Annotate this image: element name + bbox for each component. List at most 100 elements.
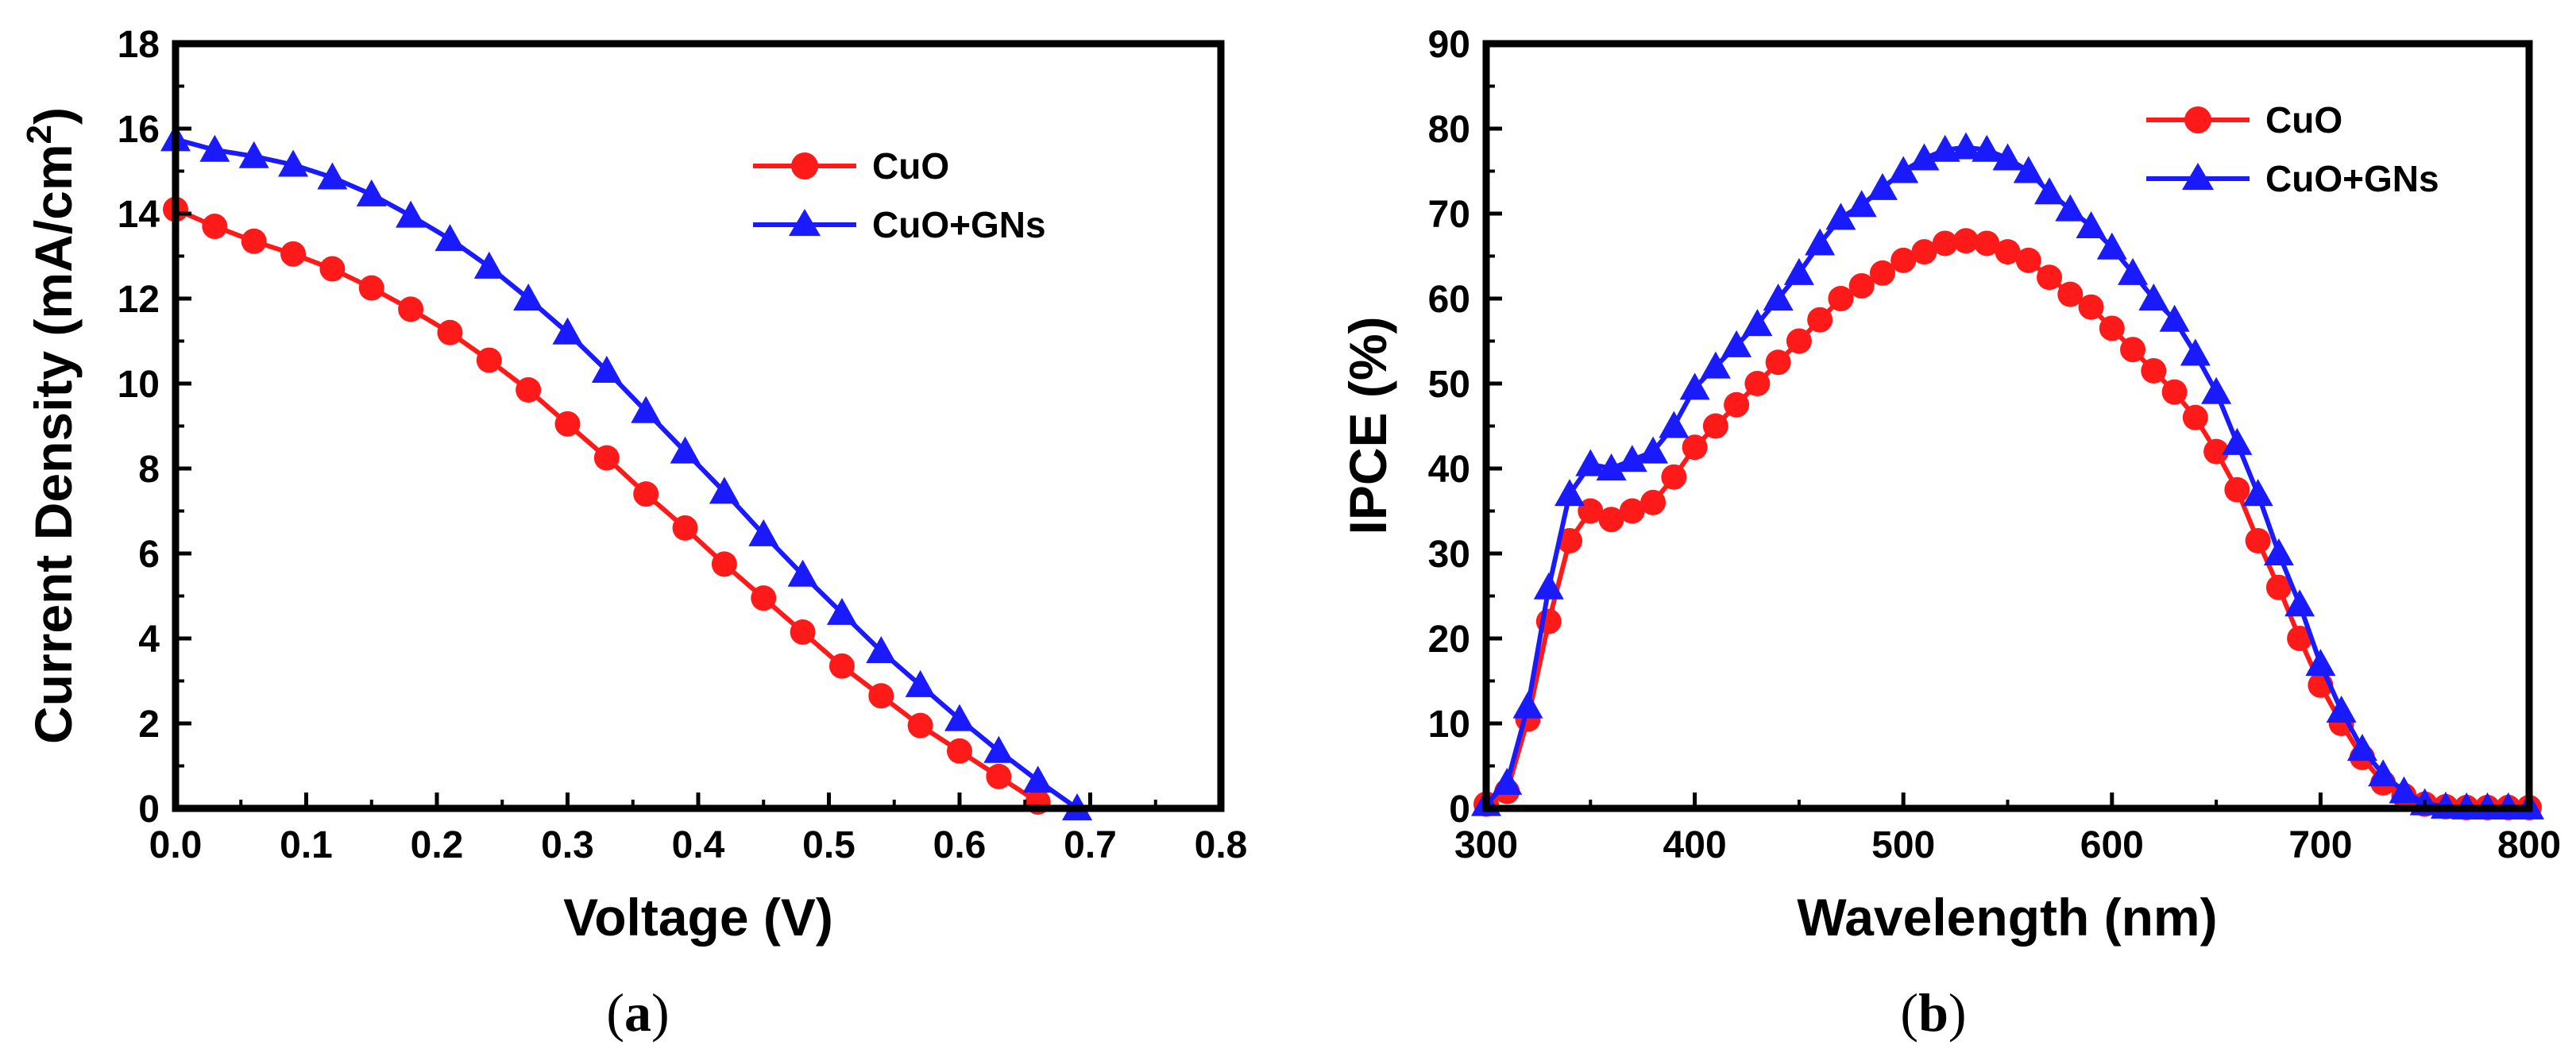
panel-b-cuo-point	[1890, 247, 1917, 273]
panel-b-cuo-point	[2099, 315, 2125, 341]
panel-b-cuo-gns-point	[1805, 228, 1836, 256]
panel-b-y-tick-label: 20	[1428, 619, 1470, 661]
panel-a-legend-cuo-label: CuO	[872, 145, 949, 187]
panel-b-y-tick-label: 60	[1428, 279, 1470, 321]
panel-a-cuo-point	[241, 228, 267, 254]
panel-b-cuo-point	[1995, 239, 2021, 265]
panel-a-x-tick-label: 0.0	[149, 824, 203, 866]
panel-b-cuo-point	[2182, 404, 2208, 430]
panel-b-cuo-point	[1619, 498, 1645, 524]
panel-b-cuo-gns-point	[2326, 695, 2357, 723]
panel-b-y-tick-label: 30	[1428, 534, 1470, 576]
panel-b-y-tick-label: 0	[1449, 789, 1470, 831]
panel-a-y-tick-label: 0	[138, 789, 160, 831]
panel-a-y-tick-label: 8	[138, 449, 160, 491]
panel-a-cuo-point	[947, 738, 972, 764]
panel-a-cuo-point	[907, 712, 933, 739]
panel-a-cuo-gns-point	[396, 200, 427, 228]
panel-b-y-axis-label: IPCE (%)	[1338, 316, 1397, 534]
panel-b-series-cuo-gns	[1471, 132, 2544, 820]
panel-a-cuo-gns-point	[513, 283, 544, 310]
panel-b-legend: CuO CuO+GNs	[2146, 99, 2439, 199]
panel-b-cuo-point	[1724, 391, 1750, 418]
panel-b-cuo-gns-point	[2138, 283, 2169, 310]
panel-b-cuo-point	[1557, 527, 1583, 553]
panel-a-cuo-point	[711, 551, 737, 577]
panel-a-y-tick-label: 14	[118, 194, 160, 236]
panel-b-cuo-gns-point	[2242, 479, 2273, 507]
panel-b-cuo-gns-point	[2201, 376, 2232, 404]
panel-b-cuo-gns-point	[1512, 691, 1543, 719]
panel-b-cuo-gns-point	[1721, 330, 1752, 357]
panel-b-cuo-point	[1578, 498, 1604, 524]
panel-a-cuo-point	[202, 214, 228, 240]
panel-b-cuo-point	[2120, 337, 2146, 363]
panel-a-cuo-point	[554, 411, 581, 437]
panel-b-y-tick-label: 80	[1428, 109, 1470, 151]
panel-b-cuo-point	[2287, 626, 2313, 651]
panel-a-series-cuo	[163, 196, 1051, 815]
panel-b-legend-cuo-gns-label: CuO+GNs	[2265, 158, 2439, 199]
panel-a-x-tick-label: 0.4	[672, 824, 725, 866]
panel-a-cuo-point	[280, 241, 307, 267]
panel-b-x-tick-label: 300	[1454, 824, 1518, 866]
panel-b-cuo-gns-point	[2180, 338, 2211, 366]
panel-b-cuo-gns-point	[1492, 767, 1523, 795]
panel-a-series-cuo-gns	[160, 124, 1093, 820]
panel-b-cuo-gns-point	[1679, 372, 1710, 400]
panel-b-cuo-gns-point	[2368, 759, 2399, 787]
panel-b-cuo-gns-point	[1992, 143, 2023, 171]
panel-b-cuo-gns-point	[1825, 202, 1856, 230]
panel-b-cuo-point	[1952, 228, 1979, 254]
panel-a-cuo-gns-point	[905, 669, 936, 697]
panel-b-y-tick-label: 50	[1428, 364, 1470, 406]
panel-a-cuo-gns-point	[631, 395, 662, 423]
panel-a-x-tick-label: 0.5	[802, 824, 855, 866]
panel-a-cuo-gns-point	[356, 179, 387, 206]
panel-b-cuo-gns-point	[2055, 194, 2086, 222]
panel-b-cuo-point	[1848, 272, 1875, 299]
panel-b-ipce-chart: 300 400 500 600 700 800 0 10 20 30 40 50 60 70 80 90 Cu…	[1338, 24, 2561, 1043]
panel-b-legend-cuo-marker	[2184, 106, 2211, 133]
panel-b-cuo-gns-point	[2305, 649, 2336, 677]
panel-a-cuo-gns-point	[983, 735, 1014, 763]
panel-a-legend-cuo-gns-marker	[789, 209, 821, 236]
panel-b-cuo-point	[2057, 281, 2084, 307]
panel-b-cuo-point	[1744, 371, 1771, 396]
panel-a-cuo-gns-point	[826, 597, 857, 625]
panel-b-cuo-point	[2015, 247, 2041, 273]
panel-a-x-tick-label: 0.6	[933, 824, 987, 866]
panel-a-x-tick-label: 0.2	[411, 824, 464, 866]
panel-b-cuo-point	[2037, 264, 2063, 291]
panel-b-cuo-point	[1682, 434, 1708, 461]
panel-b-cuo-point	[2265, 574, 2292, 600]
panel-b-x-tick-label: 500	[1871, 824, 1935, 866]
panel-b-cuo-point	[2161, 379, 2188, 405]
panel-b-cuo-point	[1661, 464, 1687, 490]
panel-b-cuo-gns-point	[1742, 309, 1773, 337]
panel-b-cuo-gns-point	[1972, 134, 2002, 162]
panel-b-y-tick-label: 40	[1428, 449, 1470, 491]
panel-b-cuo-line	[1485, 238, 2529, 810]
panel-a-y-axis-label: Current Density (mA/cm2)	[20, 107, 83, 744]
panel-a-x-tick-label: 0.1	[280, 824, 333, 866]
panel-a-x-tick-label: 0.8	[1195, 824, 1248, 866]
panel-b-series-cuo	[1473, 228, 2542, 820]
panel-a-cuo-gns-point	[709, 476, 740, 504]
panel-b-cuo-point	[2224, 476, 2250, 503]
panel-b-cuo-gns-point	[2263, 538, 2294, 565]
panel-a-cuo-point	[358, 275, 384, 301]
panel-a-x-tick-label: 0.7	[1064, 824, 1117, 866]
panel-b-plot-frame	[1482, 40, 2533, 812]
panel-b-cuo-point	[1932, 230, 1958, 256]
panel-b-legend-cuo-gns-marker	[2182, 163, 2214, 190]
panel-b-cuo-gns-point	[2076, 211, 2107, 239]
panel-a-cuo-gns-point	[552, 317, 583, 345]
panel-b-cuo-gns-point	[1638, 436, 1669, 464]
panel-b-x-tick-label: 600	[2080, 824, 2144, 866]
panel-b-cuo-gns-point	[2034, 177, 2065, 205]
panel-b-cuo-gns-point	[2013, 156, 2044, 183]
panel-b-y-tick-label: 90	[1428, 24, 1470, 66]
panel-b-cuo-gns-point	[1763, 283, 1794, 310]
panel-b-cuo-gns-point	[1867, 172, 1898, 200]
